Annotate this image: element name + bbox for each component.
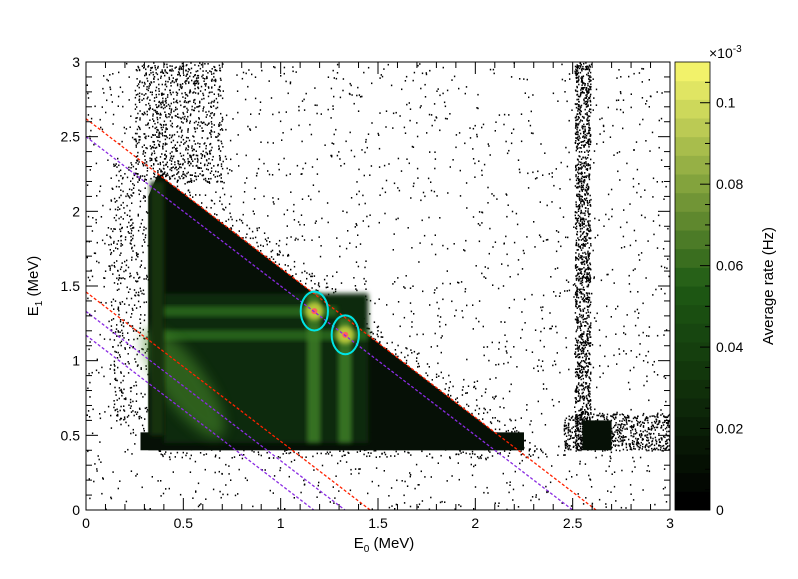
colorbar-step [675,81,710,100]
colorbar-step [675,286,710,305]
colorbar-label: Average rate (Hz) [760,227,777,345]
colorbar-tick-label: 0.08 [716,176,743,192]
colorbar-step [675,155,710,174]
x-tick-label: 2.5 [563,515,583,531]
colorbar-step [675,323,710,342]
colorbar-tick-label: 0.06 [716,258,743,274]
x-axis-label: E0 (MeV) [354,535,415,555]
x-tick-label: 2 [471,515,479,531]
colorbar-tick-label: 0.04 [716,339,743,355]
colorbar-step [675,473,710,492]
x-tick-label: 1.5 [368,515,388,531]
colorbar-step [675,62,710,81]
colorbar-tick-label: 0.02 [716,421,743,437]
colorbar-tick-label: 0.1 [716,95,736,111]
x-tick-label: 0 [82,515,90,531]
colorbar-exponent: ×10-3 [709,44,742,61]
colorbar [675,62,710,511]
colorbar-step [675,174,710,193]
colorbar-step [675,454,710,473]
colorbar-step [675,249,710,268]
x-tick-label: 0.5 [174,515,194,531]
colorbar-step [675,379,710,398]
y-tick-label: 0.5 [61,427,81,443]
colorbar-step [675,417,710,436]
colorbar-step [675,230,710,249]
x-tick-label: 3 [666,515,674,531]
y-tick-label: 1.5 [61,278,81,294]
y-tick-label: 0 [72,502,80,518]
colorbar-step [675,305,710,324]
colorbar-step [675,99,710,118]
colorbar-step [675,435,710,454]
colorbar-step [675,361,710,380]
y-tick-label: 3 [72,54,80,70]
colorbar-step [675,211,710,230]
colorbar-step [675,137,710,156]
colorbar-step [675,491,710,510]
colorbar-tick-label: 0 [716,502,724,518]
colorbar-step [675,267,710,286]
colorbar-step [675,193,710,212]
colorbar-step [675,342,710,361]
y-tick-label: 1 [72,353,80,369]
y-tick-label: 2.5 [61,129,81,145]
colorbar-step [675,118,710,137]
y-axis-label: E1 (MeV) [25,256,45,317]
x-tick-label: 1 [277,515,285,531]
colorbar-step [675,398,710,417]
y-tick-label: 2 [72,203,80,219]
